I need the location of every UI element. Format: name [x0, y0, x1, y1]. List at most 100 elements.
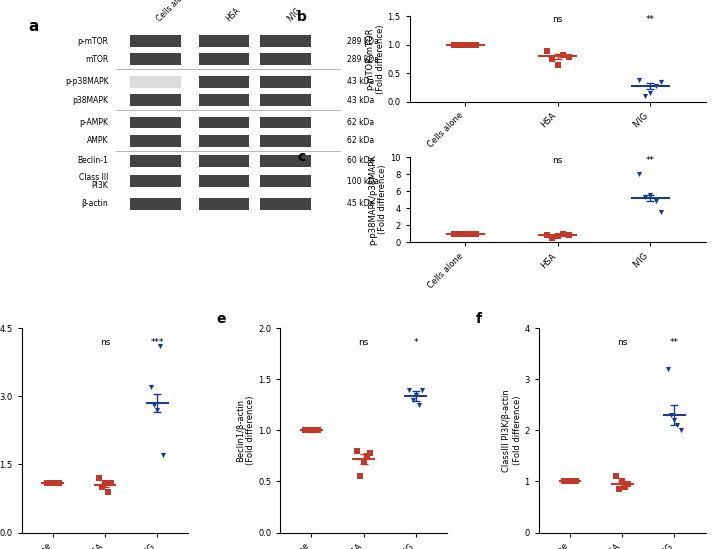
Text: Class III: Class III: [79, 173, 109, 182]
FancyBboxPatch shape: [261, 176, 311, 187]
Text: ns: ns: [552, 15, 563, 24]
Point: [106, 478, 117, 487]
Point: [655, 77, 667, 86]
FancyBboxPatch shape: [130, 53, 181, 65]
Point: [364, 449, 376, 457]
Point: [541, 230, 552, 239]
Point: [454, 229, 465, 238]
Point: [672, 421, 683, 430]
Point: [41, 478, 53, 487]
FancyBboxPatch shape: [130, 117, 181, 128]
Y-axis label: ClassIII PI3K/β-actin
(Fold difference): ClassIII PI3K/β-actin (Fold difference): [502, 389, 521, 472]
Point: [361, 451, 372, 460]
Point: [355, 472, 366, 481]
Y-axis label: Beclin1/β-actin
(Fold difference): Beclin1/β-actin (Fold difference): [236, 396, 256, 465]
Text: p38MAPK: p38MAPK: [73, 96, 109, 104]
Point: [410, 390, 421, 399]
FancyBboxPatch shape: [130, 36, 181, 47]
Point: [53, 478, 65, 487]
Point: [619, 482, 631, 491]
Point: [465, 41, 477, 49]
Text: mTOR: mTOR: [85, 55, 109, 64]
FancyBboxPatch shape: [130, 155, 181, 167]
Point: [309, 426, 320, 435]
Text: ns: ns: [100, 338, 110, 346]
Point: [44, 478, 55, 487]
Point: [650, 81, 662, 90]
Text: AMPK: AMPK: [87, 136, 109, 145]
FancyBboxPatch shape: [130, 94, 181, 106]
Text: β-actin: β-actin: [81, 199, 109, 209]
Point: [93, 474, 104, 483]
Point: [155, 342, 166, 351]
Text: 289 kDa: 289 kDa: [347, 37, 379, 46]
Point: [470, 41, 482, 49]
Point: [413, 400, 425, 409]
Point: [465, 229, 477, 238]
Point: [546, 55, 558, 64]
Point: [650, 197, 662, 206]
Point: [459, 229, 471, 238]
Point: [552, 232, 563, 240]
Text: ns: ns: [617, 338, 627, 346]
FancyBboxPatch shape: [261, 76, 311, 88]
Point: [459, 41, 471, 49]
Point: [306, 426, 318, 435]
Text: ***: ***: [150, 338, 164, 346]
Point: [312, 426, 323, 435]
FancyBboxPatch shape: [199, 94, 250, 106]
Point: [151, 406, 163, 414]
FancyBboxPatch shape: [261, 94, 311, 106]
Point: [407, 395, 418, 404]
Text: 43 kDa: 43 kDa: [347, 96, 374, 104]
FancyBboxPatch shape: [199, 36, 250, 47]
Text: c: c: [297, 150, 305, 164]
Point: [613, 485, 625, 494]
Text: b: b: [297, 10, 307, 24]
Point: [675, 426, 686, 435]
FancyBboxPatch shape: [130, 135, 181, 147]
Text: 100 kDa: 100 kDa: [347, 177, 379, 186]
Point: [47, 478, 58, 487]
Y-axis label: p-p38MAPK/p38MAPK
(Fold difference): p-p38MAPK/p38MAPK (Fold difference): [368, 154, 387, 245]
Text: p-p38MAPK: p-p38MAPK: [65, 77, 109, 86]
Text: ns: ns: [552, 156, 563, 165]
FancyBboxPatch shape: [130, 76, 181, 88]
Text: *: *: [413, 338, 418, 346]
Point: [96, 483, 108, 491]
Point: [662, 365, 674, 373]
FancyBboxPatch shape: [261, 36, 311, 47]
Point: [623, 480, 634, 489]
Point: [561, 477, 572, 486]
Point: [358, 457, 369, 466]
Point: [669, 416, 680, 424]
FancyBboxPatch shape: [199, 135, 250, 147]
Text: IVIG: IVIG: [286, 6, 303, 23]
FancyBboxPatch shape: [199, 155, 250, 167]
Text: Cells alone: Cells alone: [156, 0, 192, 23]
Point: [567, 477, 579, 486]
Point: [546, 233, 558, 242]
Text: **: **: [646, 156, 654, 165]
FancyBboxPatch shape: [261, 198, 311, 210]
FancyBboxPatch shape: [261, 155, 311, 167]
Point: [616, 477, 628, 486]
Point: [644, 191, 656, 200]
Text: e: e: [217, 312, 226, 326]
FancyBboxPatch shape: [199, 117, 250, 128]
Point: [563, 230, 575, 239]
Point: [563, 53, 575, 61]
Point: [158, 451, 169, 460]
Point: [148, 401, 160, 410]
FancyBboxPatch shape: [199, 53, 250, 65]
Text: p-mTOR: p-mTOR: [78, 37, 109, 46]
FancyBboxPatch shape: [130, 198, 181, 210]
Point: [300, 426, 311, 435]
Point: [541, 46, 552, 55]
Point: [665, 411, 677, 419]
Point: [610, 472, 621, 481]
Point: [470, 229, 482, 238]
Point: [639, 92, 650, 100]
Point: [302, 426, 314, 435]
FancyBboxPatch shape: [261, 117, 311, 128]
